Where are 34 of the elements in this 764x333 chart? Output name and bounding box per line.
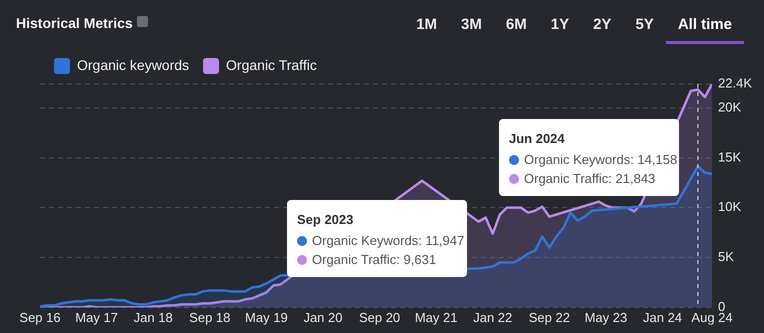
- annotation: Organic Traffic: 9,631: [312, 252, 436, 267]
- legend-label: Organic Traffic: [226, 56, 317, 73]
- legend-label: Organic keywords: [77, 56, 190, 73]
- y-tick-label: 5K: [718, 249, 734, 264]
- x-tick-label: Jan 24: [642, 310, 682, 325]
- y-tick-label: 22.4K: [718, 76, 752, 91]
- x-tick-label: May 23: [584, 310, 628, 325]
- x-tick-label: Jan 22: [473, 310, 512, 325]
- x-tick-label: May 17: [75, 310, 118, 325]
- annotation: Organic Keywords: 14,158: [524, 152, 678, 167]
- x-tick-label: Jan 20: [303, 310, 342, 325]
- text: 6M: [504, 15, 528, 35]
- text: 1Y: [550, 15, 570, 35]
- text: 3M: [460, 15, 483, 35]
- annotation: Organic Traffic: 21,843: [524, 171, 656, 186]
- x-tick-label: Sep 16: [19, 310, 61, 325]
- x-tick-label: Jan 18: [134, 310, 173, 325]
- x-tick-label: Sep 22: [528, 310, 570, 325]
- annotation: Organic Keywords: 11,947: [312, 233, 464, 248]
- y-tick-label: 0: [718, 298, 726, 314]
- text: 2Y: [592, 15, 612, 35]
- text: 1M: [415, 15, 438, 35]
- x-tick-label: May 19: [245, 310, 288, 325]
- text: All time: [666, 14, 744, 44]
- x-tick-label: May 21: [414, 310, 458, 325]
- y-tick-label: 10K: [718, 199, 742, 214]
- x-tick-label: Sep 20: [358, 310, 400, 325]
- chart-title: Historical Metrics: [16, 15, 133, 31]
- y-tick-label: 20K: [718, 100, 742, 115]
- annotation: Sep 2023: [297, 212, 354, 227]
- text: 5Y: [634, 15, 655, 35]
- y-tick-label: 15K: [718, 149, 742, 164]
- annotation: Jun 2024: [509, 131, 566, 146]
- x-tick-label: Sep 18: [189, 310, 230, 325]
